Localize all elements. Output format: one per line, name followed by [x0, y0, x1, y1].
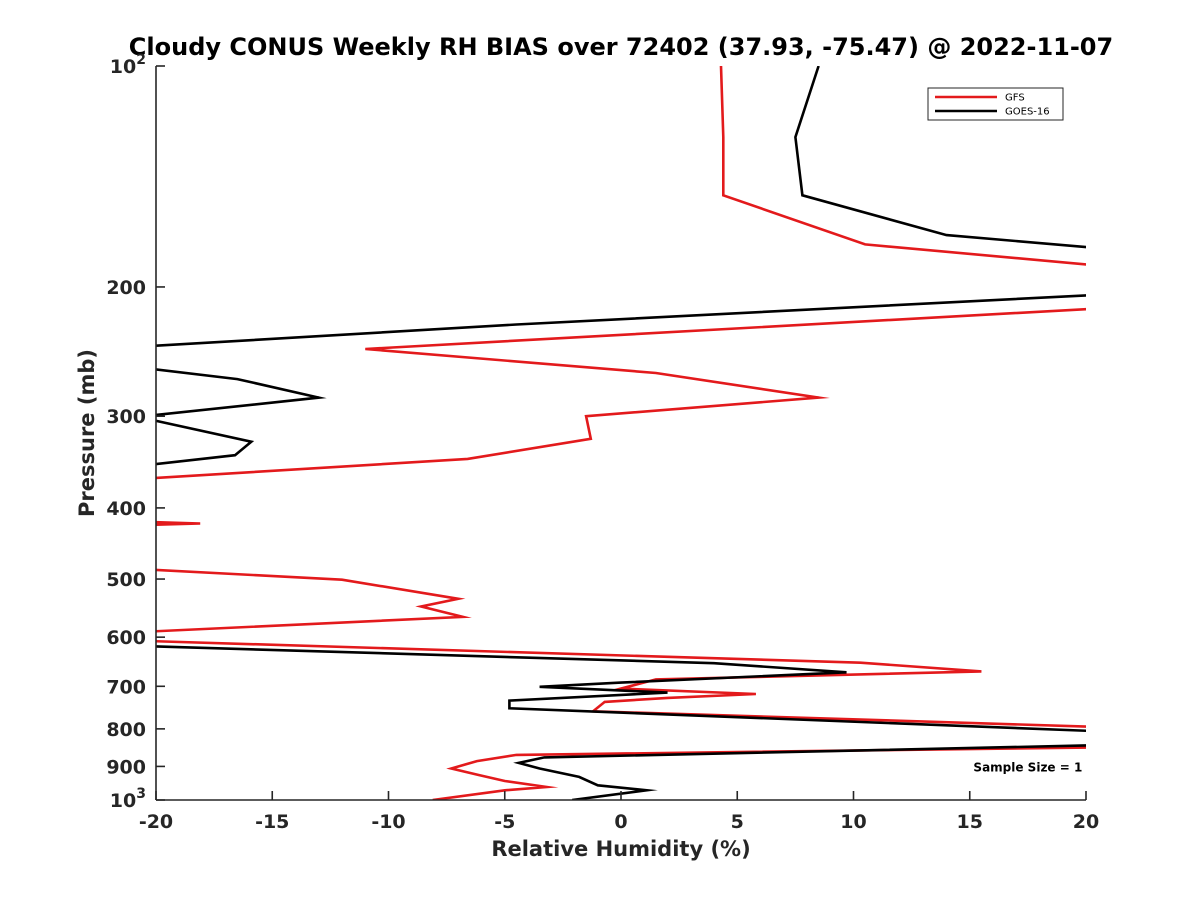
series-line-gfs [156, 66, 1086, 800]
series-layer [156, 66, 1086, 800]
x-tick-label: -10 [371, 811, 405, 833]
series-line-goes16 [156, 66, 1086, 800]
x-tick-label: -5 [494, 811, 515, 833]
x-tick-label: 10 [840, 811, 866, 833]
y-tick-label: 800 [106, 719, 146, 741]
y-tick-label: 102 [110, 52, 146, 78]
y-axis-label: Pressure (mb) [75, 349, 99, 517]
chart-title: Cloudy CONUS Weekly RH BIAS over 72402 (… [129, 33, 1113, 61]
y-ticks: 102 200 300 400 500 600 700 800 900 103 [106, 52, 165, 812]
x-tick-label: 20 [1073, 811, 1099, 833]
y-tick-label: 500 [106, 569, 146, 591]
legend: GFS GOES-16 [927, 87, 1064, 121]
y-tick-label: 103 [110, 786, 146, 812]
x-axis-label: Relative Humidity (%) [491, 837, 750, 861]
y-tick-label: 300 [106, 406, 146, 428]
y-tick-label: 700 [106, 676, 146, 698]
legend-label-goes16: GOES-16 [1005, 107, 1050, 118]
x-ticks: -20 -15 -10 -5 0 5 10 15 20 [139, 791, 1099, 833]
x-tick-label: -20 [139, 811, 173, 833]
x-tick-label: 15 [957, 811, 983, 833]
y-tick-label: 200 [106, 277, 146, 299]
legend-box [927, 87, 1064, 121]
sample-size-annotation: Sample Size = 1 [973, 760, 1082, 774]
x-tick-label: -15 [255, 811, 289, 833]
y-tick-label: 600 [106, 627, 146, 649]
y-tick-label: 400 [106, 498, 146, 520]
x-tick-label: 0 [614, 811, 627, 833]
y-tick-label: 900 [106, 756, 146, 778]
legend-label-gfs: GFS [1005, 93, 1025, 104]
x-tick-label: 5 [731, 811, 744, 833]
